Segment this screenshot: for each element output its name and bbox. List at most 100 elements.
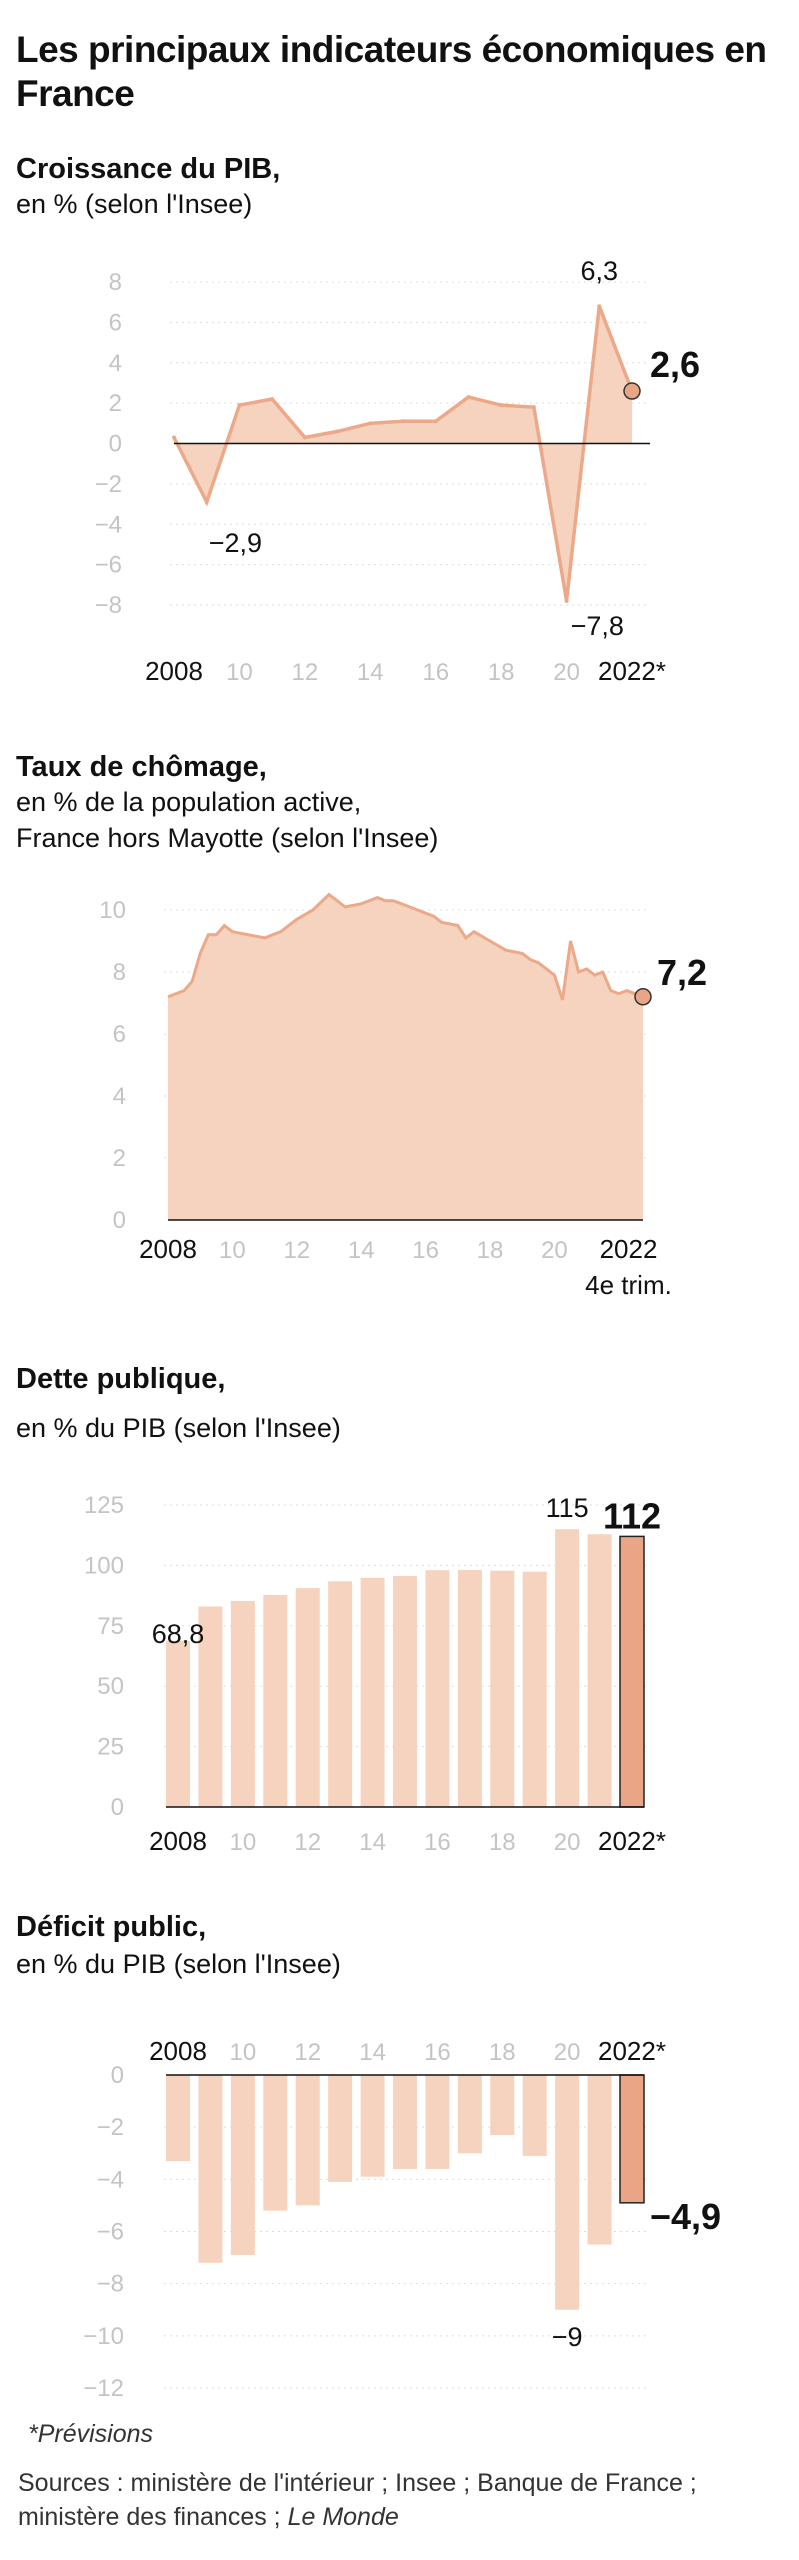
gdp-point xyxy=(499,403,504,408)
deficit-bar xyxy=(555,2075,580,2310)
x-tick-label: 10 xyxy=(230,1829,257,1856)
x-tick-label: 12 xyxy=(294,2039,321,2066)
gdp-point xyxy=(531,405,536,410)
x-tick-label: 20 xyxy=(541,1237,568,1264)
gdp-point xyxy=(401,419,405,424)
gdp-point xyxy=(172,435,176,440)
gdp-point xyxy=(433,419,438,424)
y-tick-label: 0 xyxy=(109,431,122,458)
unemployment-subtitle-line-2: France hors Mayotte (selon l'Insee) xyxy=(16,823,439,853)
y-tick-label: 4 xyxy=(109,350,122,377)
x-tick-label: 16 xyxy=(422,659,449,686)
deficit-chart: 0 −2 −4 −6 −8 −10 −12 2008 10 12 14 16 18 20 2022* −4,9… xyxy=(83,2036,721,2402)
deficit-bar xyxy=(166,2075,190,2162)
unemployment-line xyxy=(167,892,644,1001)
annotation-latest: 7,2 xyxy=(657,952,707,993)
gdp-point xyxy=(204,500,209,505)
x-tick-label: 2022* xyxy=(598,1826,666,1856)
x-tick-label: 14 xyxy=(359,1829,386,1856)
deficit-bar xyxy=(490,2075,515,2135)
y-tick-label: 2 xyxy=(113,1145,126,1172)
x-tick-label: 10 xyxy=(230,2039,257,2066)
x-tick-label: 14 xyxy=(359,2039,386,2066)
x-tick-label: 14 xyxy=(357,659,384,686)
debt-bar xyxy=(555,1529,580,1807)
y-tick-label: 8 xyxy=(113,959,126,986)
debt-bar xyxy=(425,1570,450,1807)
deficit-bar xyxy=(263,2075,288,2211)
x-tick-label: 12 xyxy=(283,1237,310,1264)
gdp-point xyxy=(237,403,242,408)
debt-subtitle: en % du PIB (selon l'Insee) xyxy=(16,1413,341,1443)
y-tick-label: 25 xyxy=(97,1734,124,1761)
gdp-point xyxy=(466,395,471,400)
y-tick-label: 50 xyxy=(97,1673,124,1700)
y-tick-label: 2 xyxy=(109,390,122,417)
y-tick-label: 125 xyxy=(84,1492,124,1519)
gdp-point xyxy=(270,397,275,402)
gdp-point xyxy=(302,435,307,440)
x-tick-label: 2008 xyxy=(149,2036,207,2066)
y-tick-label: −10 xyxy=(83,2323,124,2350)
deficit-bar xyxy=(295,2075,320,2206)
annotation-latest: −4,9 xyxy=(650,2196,721,2237)
x-tick-label: 2008 xyxy=(149,1826,207,1856)
gdp-point xyxy=(335,429,340,434)
x-tick-label: 16 xyxy=(424,2039,451,2066)
debt-bar xyxy=(587,1534,612,1807)
deficit-title: Déficit public, xyxy=(16,1911,207,1943)
x-tick-label: 16 xyxy=(424,1829,451,1856)
annotation-2020: 115 xyxy=(546,1493,589,1523)
sources: Sources : ministère de l'intérieur ; Ins… xyxy=(18,2466,778,2534)
unemployment-title: Taux de chômage, xyxy=(16,751,267,783)
unemployment-latest-point xyxy=(634,988,652,1006)
debt-title: Dette publique, xyxy=(16,1363,226,1395)
x-tick-label: 18 xyxy=(489,2039,516,2066)
y-tick-label: 8 xyxy=(109,269,122,296)
debt-bar xyxy=(393,1576,417,1807)
x-tick-label: 18 xyxy=(489,1829,516,1856)
x-tick-label: 10 xyxy=(226,659,253,686)
x-tick-label: 14 xyxy=(348,1237,375,1264)
deficit-bar xyxy=(230,2075,255,2255)
x-tick-label: 2022* xyxy=(598,2036,666,2066)
debt-bar xyxy=(295,1588,320,1807)
annotation-peak: 6,3 xyxy=(581,256,619,286)
x-tick-label: 16 xyxy=(412,1237,439,1264)
debt-bar xyxy=(490,1570,515,1807)
y-tick-label: 75 xyxy=(97,1613,124,1640)
debt-bar xyxy=(198,1606,223,1807)
annotation-2009: −2,9 xyxy=(209,528,262,558)
debt-bar xyxy=(522,1571,547,1807)
x-tick-label: 12 xyxy=(294,1829,321,1856)
x-tick-label: 20 xyxy=(553,659,580,686)
footnote: *Prévisions xyxy=(28,2420,154,2448)
deficit-bar xyxy=(587,2075,612,2245)
y-tick-label: 6 xyxy=(113,1021,126,1048)
x-tick-label: 2008 xyxy=(139,1234,197,1264)
deficit-bar-latest xyxy=(619,2074,645,2204)
deficit-bar xyxy=(328,2075,353,2182)
y-tick-label: 0 xyxy=(111,1794,124,1821)
x-tick-label: 18 xyxy=(477,1237,504,1264)
deficit-bar xyxy=(393,2075,417,2169)
y-tick-label: −4 xyxy=(95,511,122,538)
debt-bar xyxy=(360,1577,385,1807)
gdp-subtitle: en % (selon l'Insee) xyxy=(16,189,253,219)
annotation-latest: 2,6 xyxy=(650,344,700,385)
debt-bar xyxy=(457,1569,482,1807)
debt-bar xyxy=(166,1640,190,1807)
y-tick-label: −8 xyxy=(95,592,122,619)
deficit-bar xyxy=(198,2075,223,2263)
y-tick-label: 0 xyxy=(111,2062,124,2089)
x-tick-label: 2008 xyxy=(145,656,203,686)
x-tick-label: 20 xyxy=(554,2039,581,2066)
unemployment-subtitle-line-1: en % de la population active, xyxy=(16,787,362,817)
deficit-subtitle: en % du PIB (selon l'Insee) xyxy=(16,1949,341,1979)
annotation-2008: 68,8 xyxy=(152,1619,205,1649)
sources-text: Sources : ministère de l'intérieur ; Ins… xyxy=(18,2469,697,2531)
annotation-latest: 112 xyxy=(603,1495,661,1536)
debt-bar xyxy=(328,1581,353,1807)
